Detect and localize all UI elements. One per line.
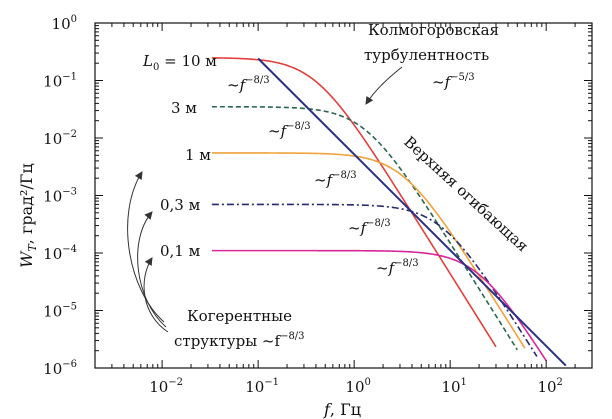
kolmogorov-arrow bbox=[365, 66, 403, 105]
kolmogorov-slope-label: ~f−5/3 bbox=[432, 72, 475, 91]
y-tick-label: 10−6 bbox=[43, 359, 77, 378]
y-tick-label: 100 bbox=[52, 14, 77, 33]
y-tick-label: 10−3 bbox=[43, 187, 77, 206]
x-tick-label: 100 bbox=[345, 377, 370, 396]
kolmogorov-label-line2: турбулентность bbox=[364, 46, 489, 64]
series-line-4 bbox=[211, 203, 538, 357]
series-line-1 bbox=[211, 57, 497, 348]
tick-labels: 10−2 10−1 100 101 102 100 10−1 10−2 10−3 10−4 10−5… bbox=[43, 14, 563, 396]
slope-label-4: ~f−8/3 bbox=[348, 218, 391, 237]
envelope-label: Верхняя огибающая bbox=[400, 133, 532, 256]
series-line-2 bbox=[211, 105, 518, 351]
kolmogorov-label-line1: Колмогоровская bbox=[368, 21, 499, 39]
label-01m: 0,1 м bbox=[160, 242, 201, 260]
label-3m: 3 м bbox=[171, 99, 197, 117]
x-tick-label: 101 bbox=[441, 377, 466, 396]
coherent-arrow-1m bbox=[127, 171, 165, 323]
x-tick-label: 102 bbox=[537, 377, 562, 396]
coherent-arrow-01m bbox=[143, 257, 169, 333]
annotation-labels: L0 = 10 м 3 м 1 м 0,3 м 0,1 м ~f−8/3 ~f−… bbox=[17, 21, 532, 419]
coherent-label-line1: Когерентные bbox=[187, 307, 292, 325]
slope-label-1: ~f−8/3 bbox=[227, 75, 270, 94]
series-line-3 bbox=[211, 152, 526, 349]
x-tick-label: 10−2 bbox=[149, 377, 183, 396]
series-line-5 bbox=[211, 249, 547, 362]
envelope-line bbox=[257, 57, 567, 367]
slope-label-3: ~f−8/3 bbox=[314, 170, 357, 189]
label-l0-10m: L0 = 10 м bbox=[142, 52, 217, 73]
y-tick-label: 10−2 bbox=[43, 129, 77, 148]
slope-label-2: ~f−8/3 bbox=[268, 121, 311, 140]
coherent-label-line2: структуры ~f−8/3 bbox=[174, 331, 305, 350]
y-tick-label: 10−4 bbox=[43, 244, 77, 263]
slope-label-5: ~f−8/3 bbox=[376, 258, 419, 277]
x-tick-label: 10−1 bbox=[245, 377, 279, 396]
annotation-arrows bbox=[127, 66, 403, 333]
coherent-arrow-03m bbox=[137, 211, 167, 328]
label-1m: 1 м bbox=[185, 146, 211, 164]
label-03m: 0,3 м bbox=[160, 196, 201, 214]
x-axis-title: f, Гц bbox=[323, 400, 361, 419]
axis-ticks bbox=[94, 22, 593, 369]
y-axis-title: WT, град²/Гц bbox=[17, 163, 39, 268]
y-tick-label: 10−1 bbox=[43, 72, 77, 91]
y-tick-label: 10−5 bbox=[43, 302, 77, 321]
envelope-kolmogorov-line bbox=[257, 57, 567, 367]
